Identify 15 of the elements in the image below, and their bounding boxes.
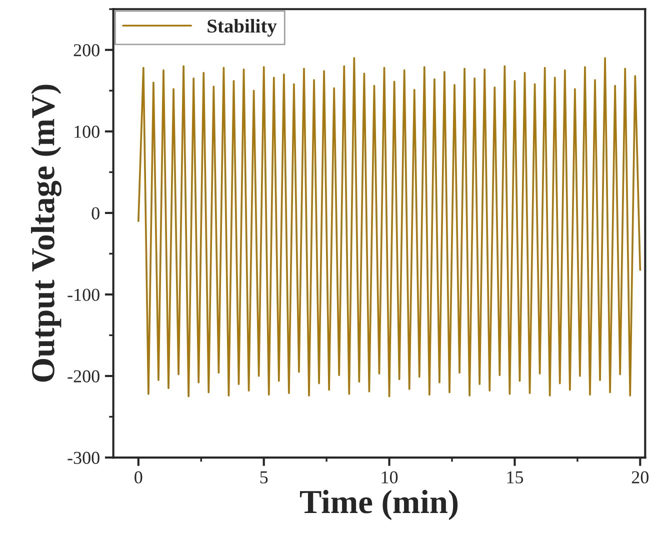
x-tick-label: 20 bbox=[632, 471, 648, 484]
y-tick-label: -200 bbox=[68, 370, 100, 382]
y-tick-label: -100 bbox=[68, 288, 100, 301]
y-tick-label: 0 bbox=[92, 207, 100, 220]
x-tick-label: 5 bbox=[260, 471, 268, 484]
x-tick-label: 10 bbox=[382, 471, 398, 484]
line-series bbox=[138, 57, 642, 398]
x-axis-title: Time (min) bbox=[300, 490, 458, 520]
x-tick-label: 15 bbox=[507, 471, 524, 484]
y-axis-title: Output Voltage (mV) bbox=[30, 84, 62, 382]
y-tick-label: -300 bbox=[68, 452, 100, 464]
y-tick-label: 200 bbox=[74, 44, 100, 56]
y-tick-label: 100 bbox=[74, 126, 100, 138]
legend-label: Stability bbox=[208, 18, 277, 37]
x-tick-label: 0 bbox=[134, 471, 142, 484]
